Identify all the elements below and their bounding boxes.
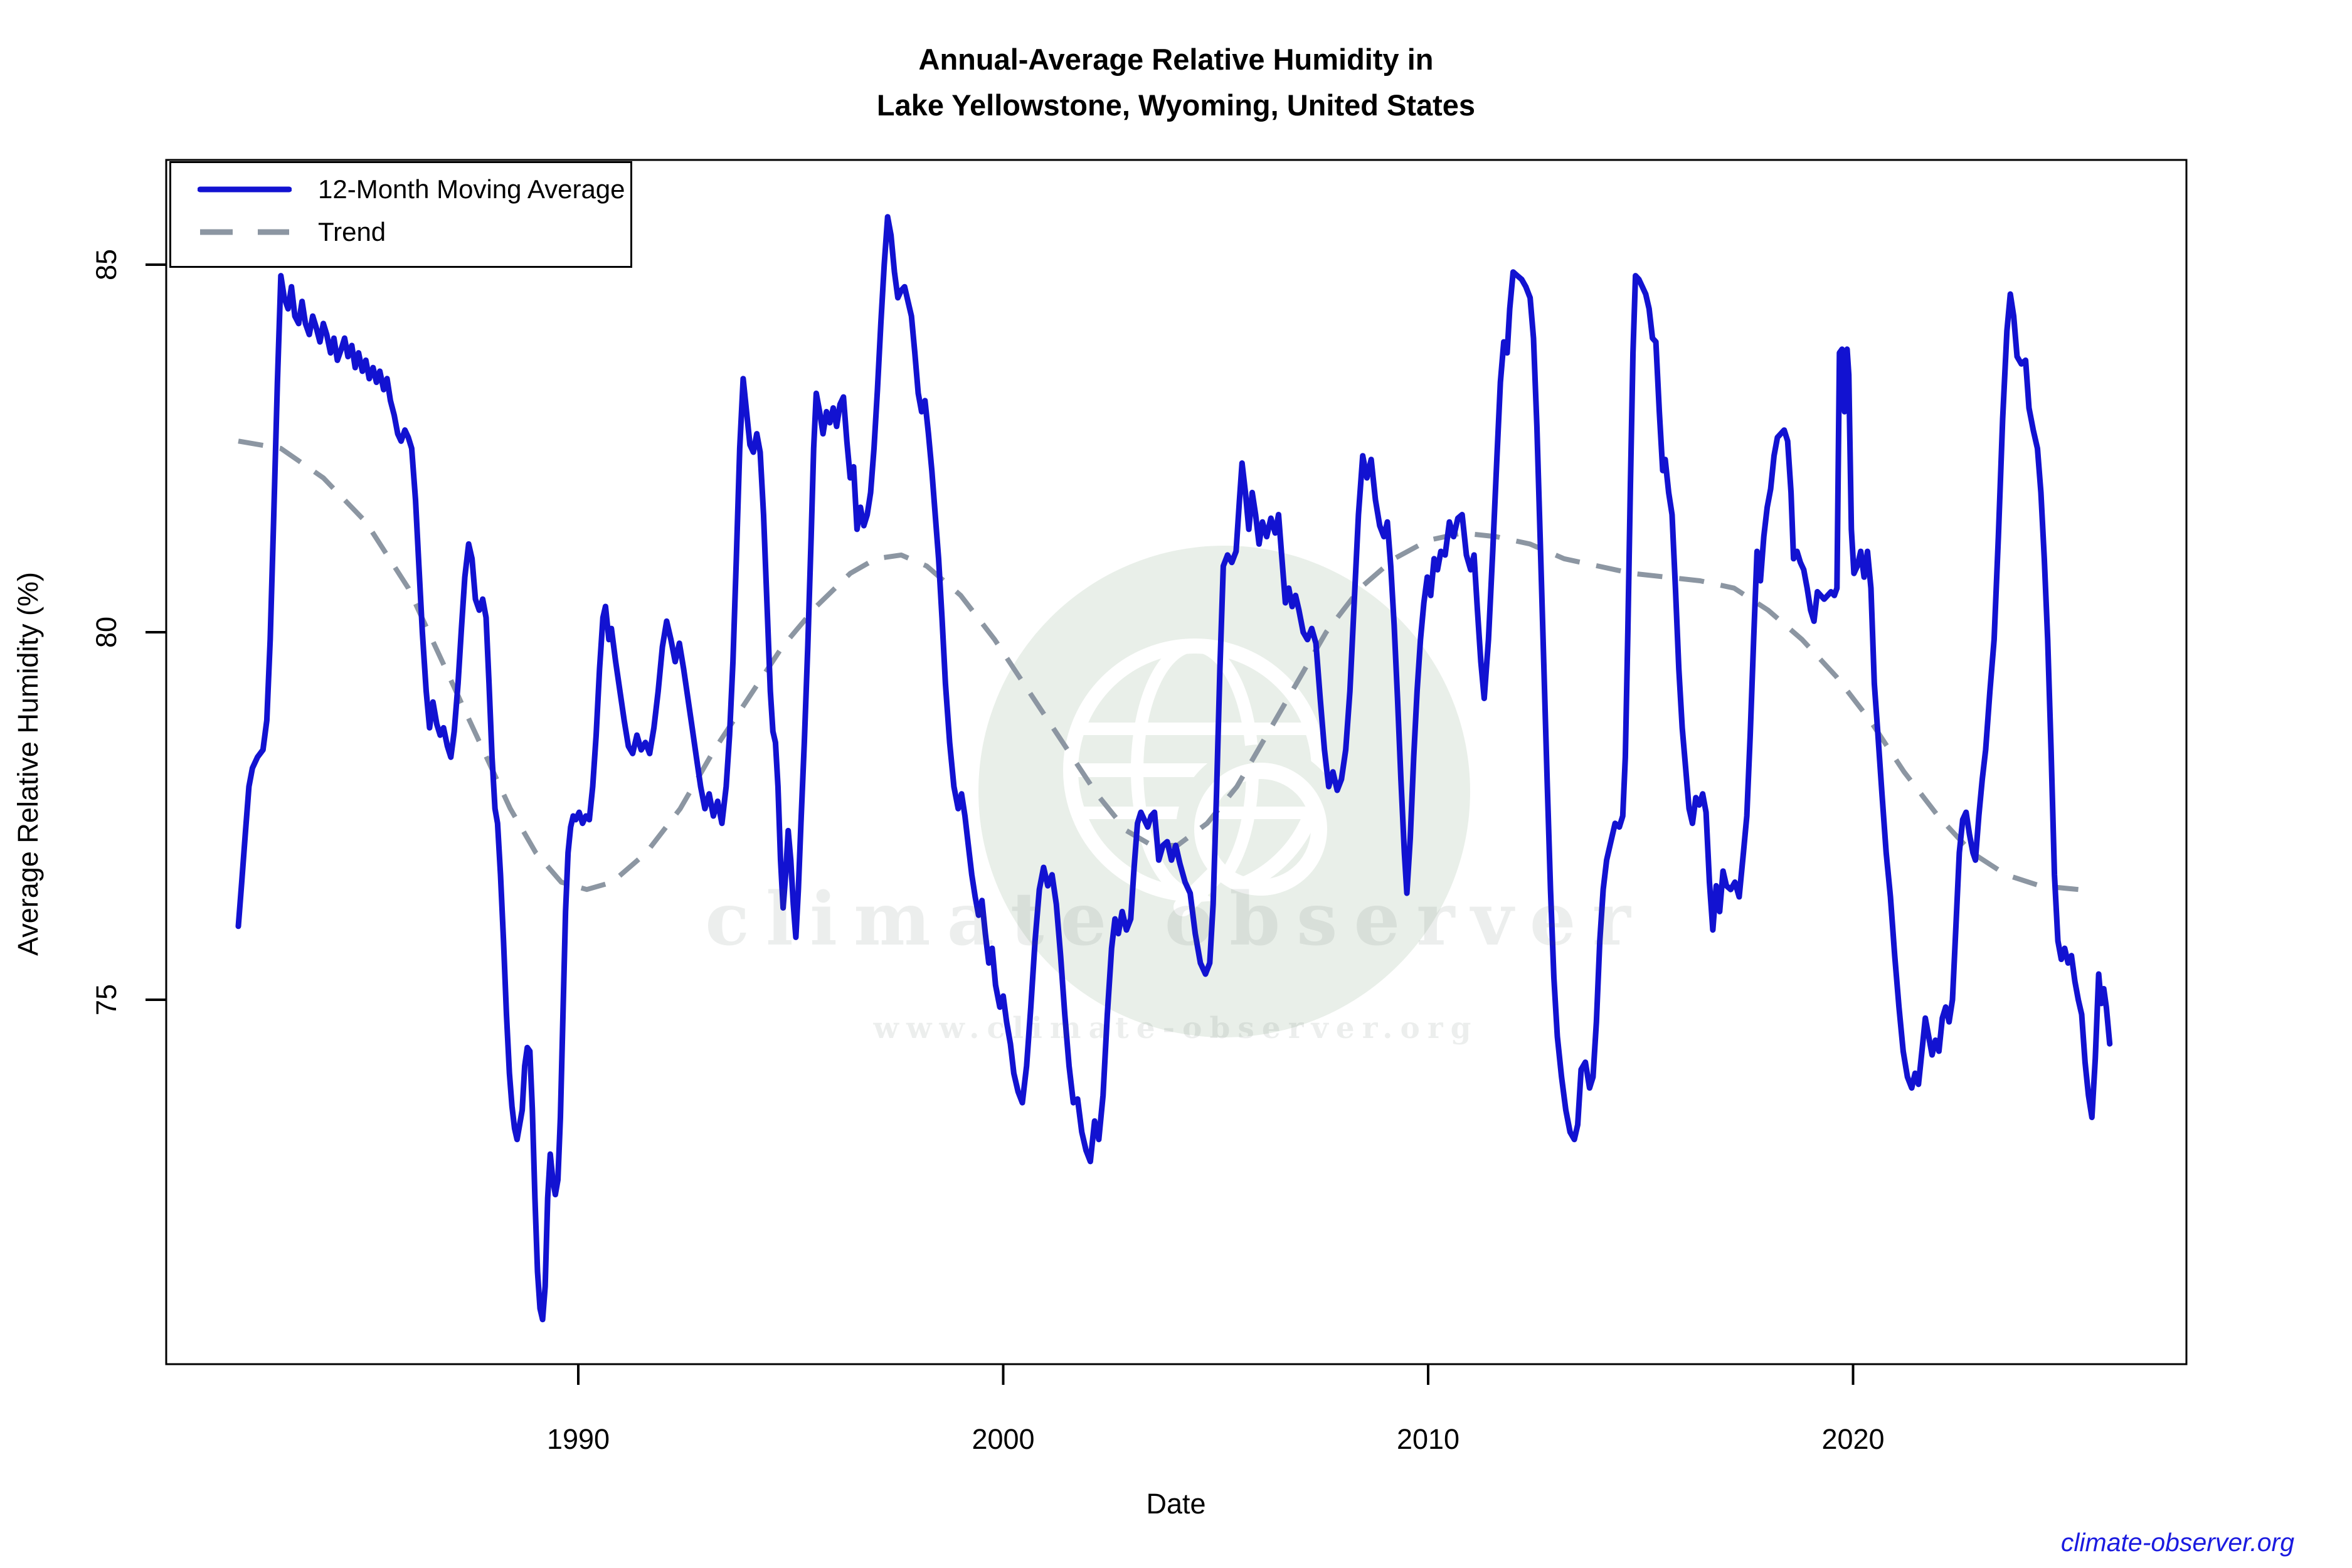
x-tick-label: 2020 xyxy=(1821,1423,1884,1455)
x-tick-label: 2000 xyxy=(972,1423,1034,1455)
legend-solid-line-icon xyxy=(198,186,292,193)
x-tick-label: 2010 xyxy=(1397,1423,1459,1455)
globe-watermark-icon xyxy=(978,546,1470,1037)
legend-row-trend: Trend xyxy=(171,212,630,252)
chart-title: Annual-Average Relative Humidity in Lake … xyxy=(0,36,2352,128)
x-tick-label: 1990 xyxy=(547,1423,610,1455)
legend-label-trend: Trend xyxy=(318,217,386,246)
y-tick-label: 85 xyxy=(90,249,122,280)
chart-title-line2: Lake Yellowstone, Wyoming, United States xyxy=(876,88,1476,122)
watermark-url: www.climate-observer.org xyxy=(873,1011,1479,1046)
legend: 12-Month Moving Average Trend xyxy=(169,161,632,268)
axis-ticks: 1990 2000 2010 2020 75 80 85 xyxy=(90,249,1885,1455)
y-tick-label: 75 xyxy=(90,984,122,1015)
legend-label-moving-average: 12-Month Moving Average xyxy=(318,174,625,204)
x-axis-label: Date xyxy=(1146,1488,1206,1520)
watermark-brand: climate observer xyxy=(705,877,1647,962)
moving-average-line xyxy=(235,214,2113,1323)
chart-title-line1: Annual-Average Relative Humidity in xyxy=(918,43,1434,76)
plot-border xyxy=(165,159,2188,1365)
footer-site-link[interactable]: climate-observer.org xyxy=(2060,1528,2294,1557)
y-axis-label: Average Relative Humidity (%) xyxy=(12,572,44,956)
legend-row-moving-average: 12-Month Moving Average xyxy=(171,169,630,209)
y-tick-label: 80 xyxy=(90,617,122,648)
legend-dashed-line-icon xyxy=(200,229,289,235)
